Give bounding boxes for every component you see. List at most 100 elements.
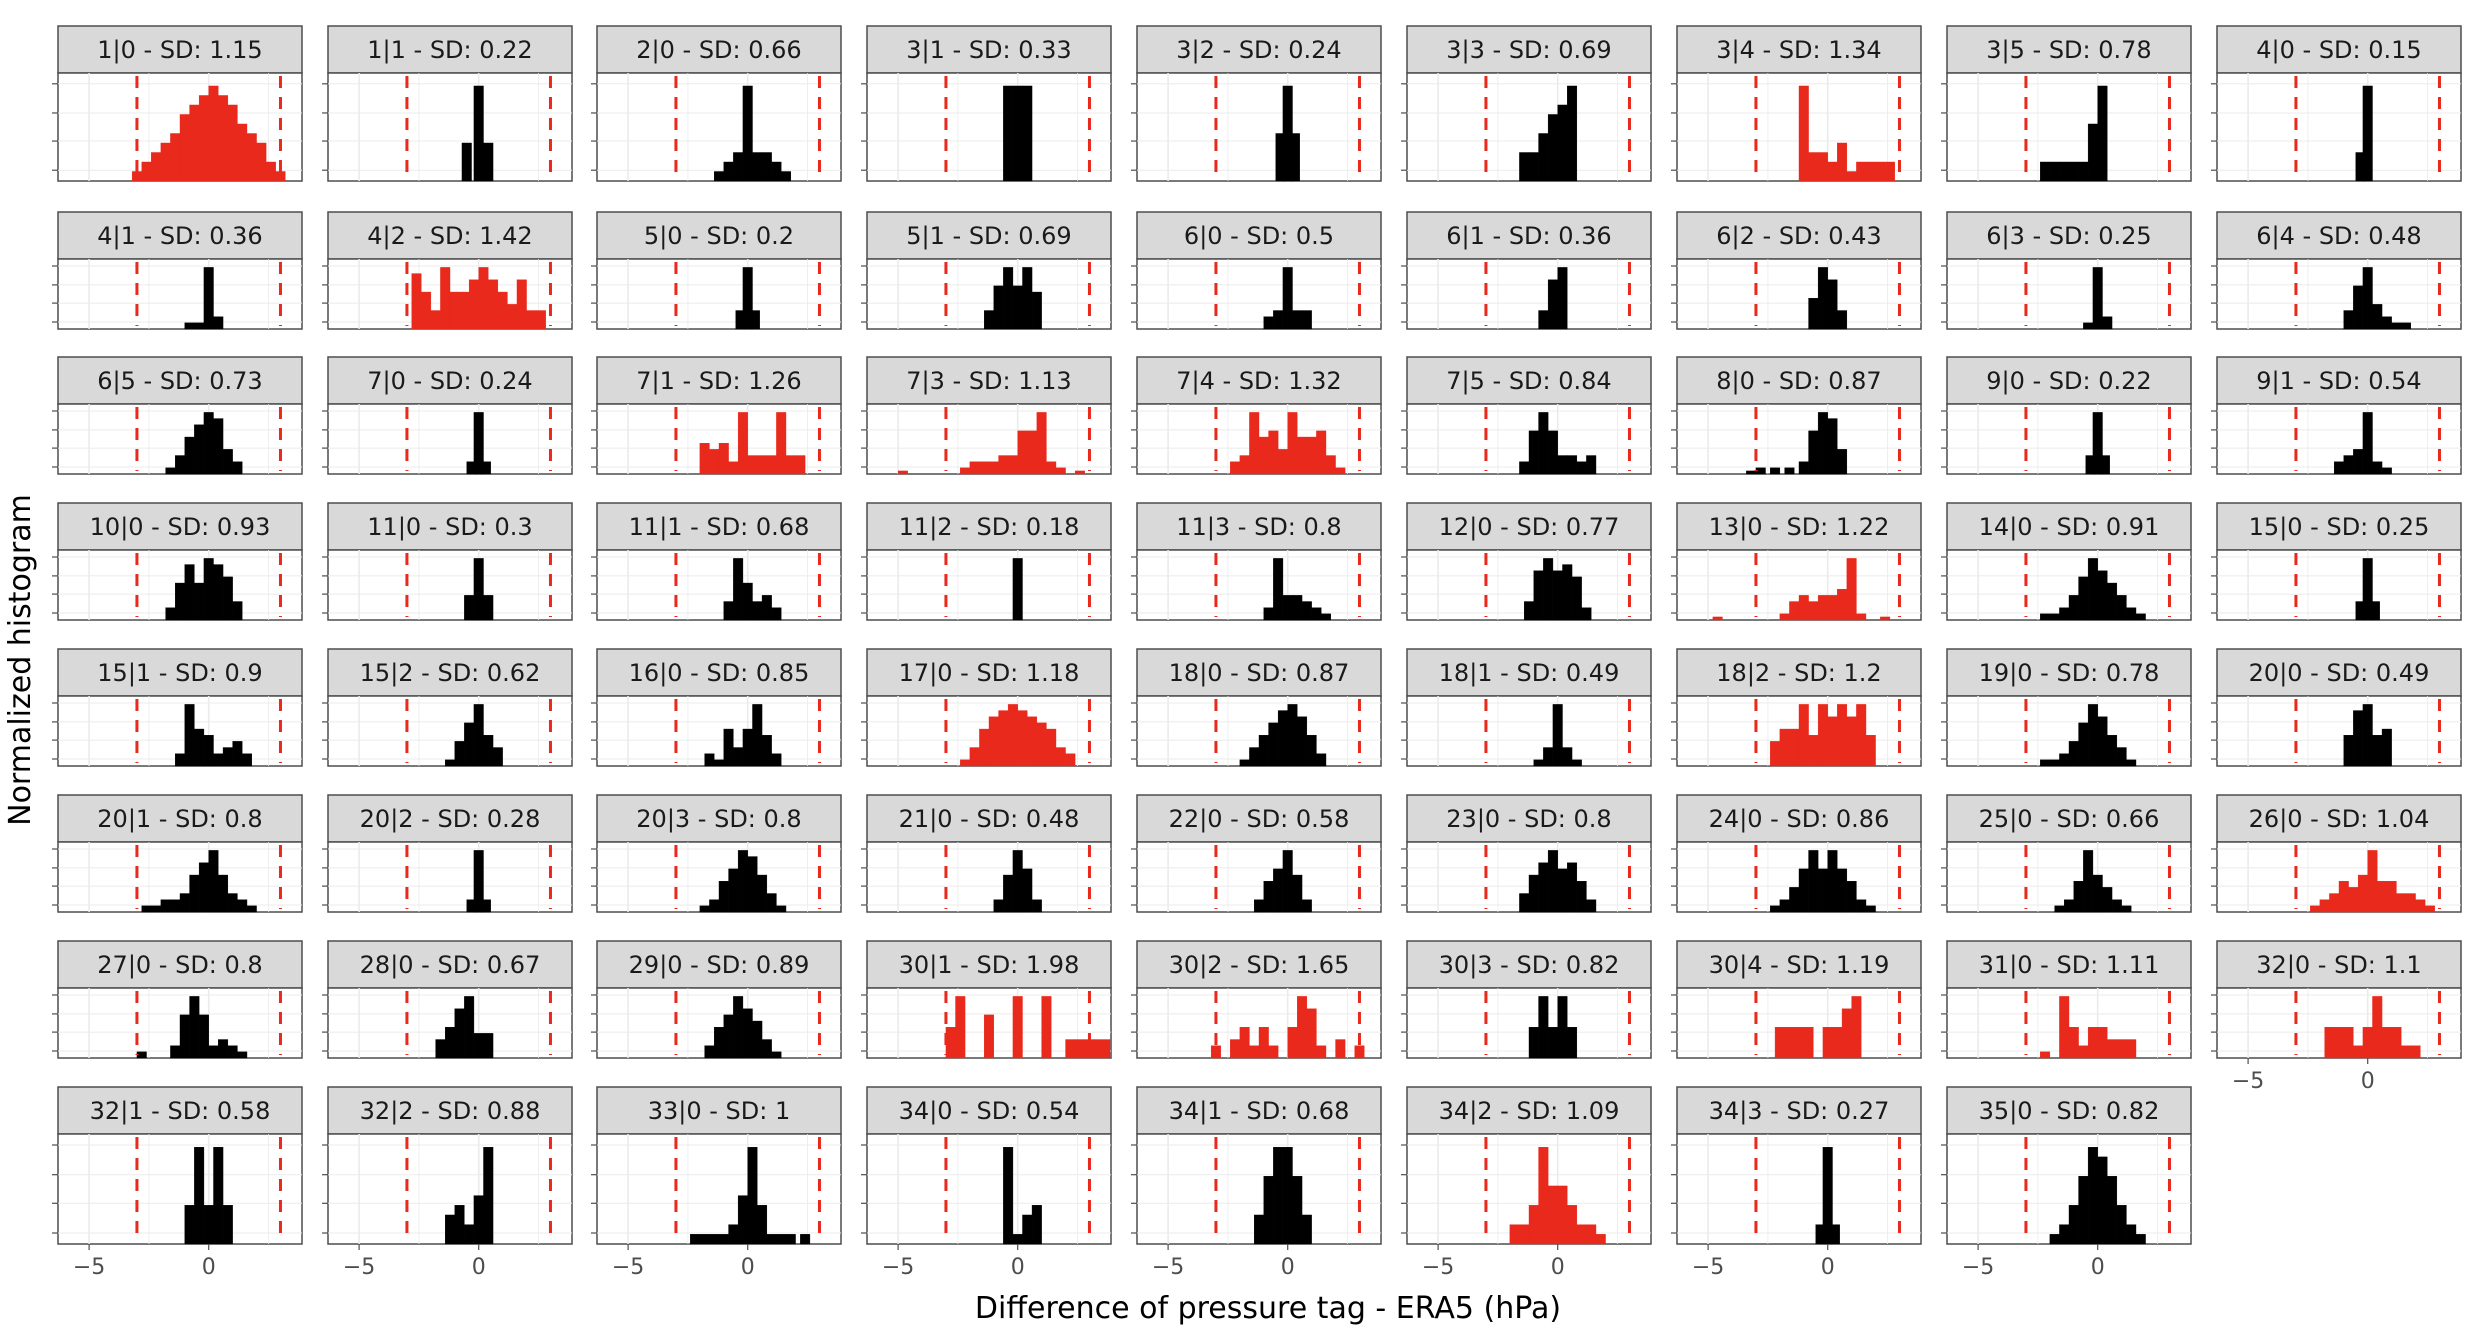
histogram-bar	[1065, 1039, 1076, 1059]
x-tick-label: −5	[1962, 1255, 1994, 1280]
histogram-bar	[1884, 161, 1895, 182]
histogram-bar	[1254, 899, 1264, 913]
panel-strip	[2216, 211, 2462, 260]
histogram-bar	[2078, 161, 2089, 182]
panel-strip	[1406, 211, 1652, 260]
histogram-bar	[1268, 722, 1279, 767]
histogram-bar	[2372, 461, 2383, 475]
histogram-bar	[1301, 1214, 1312, 1245]
histogram-bar	[1789, 601, 1800, 621]
histogram-bar	[473, 558, 484, 621]
panel-strip	[1676, 1086, 1922, 1135]
histogram-bar	[1036, 412, 1047, 475]
histogram-bar	[1798, 461, 1809, 475]
histogram-bar	[213, 418, 224, 475]
panel-strip	[866, 211, 1112, 260]
panel-strip	[2216, 502, 2462, 551]
panel: 32|0 - SD: 1.1 −5 0	[2211, 940, 2462, 1094]
panel-plot-area	[866, 1133, 1112, 1245]
histogram-bar	[473, 1033, 484, 1059]
histogram-bar	[222, 747, 233, 767]
panel: 18|1 - SD: 0.49	[1401, 648, 1652, 767]
histogram-bar	[2348, 887, 2359, 913]
panel-title: 1|0 - SD: 1.15	[97, 36, 262, 64]
panel-strip	[2216, 648, 2462, 697]
histogram-bar	[1817, 152, 1828, 182]
histogram-bar	[184, 704, 195, 767]
histogram-bar	[2107, 735, 2118, 767]
histogram-bar	[2116, 1205, 2127, 1245]
panel-strip	[1136, 502, 1382, 551]
histogram-bar	[165, 467, 176, 475]
histogram-bar	[1282, 850, 1293, 913]
histogram-bar	[2068, 1205, 2079, 1245]
histogram-bar	[1817, 412, 1828, 475]
x-tick-label: 0	[472, 1255, 486, 1280]
panel: 6|5 - SD: 0.73	[52, 356, 303, 475]
histogram-bar	[2353, 285, 2364, 330]
panel-strip	[596, 211, 842, 260]
histogram-bar	[1851, 996, 1862, 1059]
histogram-bar	[232, 601, 243, 621]
panel: 32|1 - SD: 0.58 −5 0	[52, 1086, 303, 1280]
panel-title: 3|4 - SD: 1.34	[1716, 36, 1881, 64]
histogram-bar	[1586, 899, 1597, 913]
panel-title: 30|2 - SD: 1.65	[1169, 951, 1350, 979]
histogram-bar	[1528, 430, 1539, 475]
histogram-bar	[2087, 123, 2098, 182]
histogram-bar	[2353, 449, 2364, 475]
histogram-bar	[1865, 735, 1876, 767]
histogram-bar	[1017, 710, 1028, 767]
histogram-bar	[1798, 595, 1809, 621]
histogram-bar	[699, 905, 710, 913]
histogram-bar	[2405, 893, 2416, 913]
histogram-bar	[993, 899, 1004, 913]
histogram-bar	[1528, 152, 1539, 182]
histogram-bar	[1239, 759, 1250, 767]
histogram-bar	[1789, 728, 1800, 767]
histogram-bar	[1557, 996, 1568, 1059]
histogram-bar	[984, 1014, 994, 1059]
histogram-bar	[1552, 570, 1563, 621]
histogram-bar	[785, 1234, 796, 1245]
histogram-bar	[198, 1014, 209, 1059]
histogram-bar	[2097, 1026, 2108, 1059]
panel-title: 29|0 - SD: 0.89	[629, 951, 810, 979]
panel: 6|0 - SD: 0.5	[1131, 211, 1382, 330]
histogram-bar	[714, 759, 724, 767]
histogram-bar	[2087, 1026, 2098, 1059]
histogram-bar	[473, 1195, 484, 1245]
histogram-bar	[1533, 759, 1544, 767]
panel-title: 17|0 - SD: 1.18	[899, 659, 1080, 687]
x-axis-title: Difference of pressure tag - ERA5 (hPa)	[975, 1291, 1561, 1326]
histogram-bar	[1273, 310, 1284, 330]
panel-plot-area	[1406, 695, 1652, 767]
histogram-bar	[1519, 152, 1530, 182]
panel-strip	[327, 356, 573, 405]
histogram-bar	[1031, 899, 1042, 913]
histogram-bar	[1581, 607, 1592, 621]
histogram-bar	[141, 905, 152, 913]
histogram-bar	[747, 455, 758, 475]
histogram-bar	[1273, 868, 1284, 913]
panel-strip	[596, 1086, 842, 1135]
panel-title: 32|0 - SD: 1.1	[2256, 951, 2421, 979]
histogram-bar	[208, 850, 219, 913]
histogram-bar	[699, 1234, 710, 1245]
panel-strip	[57, 648, 303, 697]
histogram-bar	[483, 1033, 494, 1059]
histogram-bar	[960, 759, 971, 767]
histogram-bar	[194, 424, 205, 475]
histogram-bar	[454, 1205, 465, 1245]
histogram-bar	[1055, 467, 1066, 475]
histogram-bar	[2357, 874, 2368, 913]
histogram-bar	[535, 310, 546, 330]
panel-title: 30|1 - SD: 1.98	[899, 951, 1080, 979]
histogram-bar	[776, 1234, 787, 1245]
histogram-bar	[141, 161, 152, 182]
histogram-bar	[440, 267, 451, 330]
panel: 20|2 - SD: 0.28	[322, 794, 573, 913]
histogram-bar	[749, 310, 760, 330]
panel-strip	[1676, 356, 1922, 405]
histogram-bar	[1846, 171, 1857, 182]
